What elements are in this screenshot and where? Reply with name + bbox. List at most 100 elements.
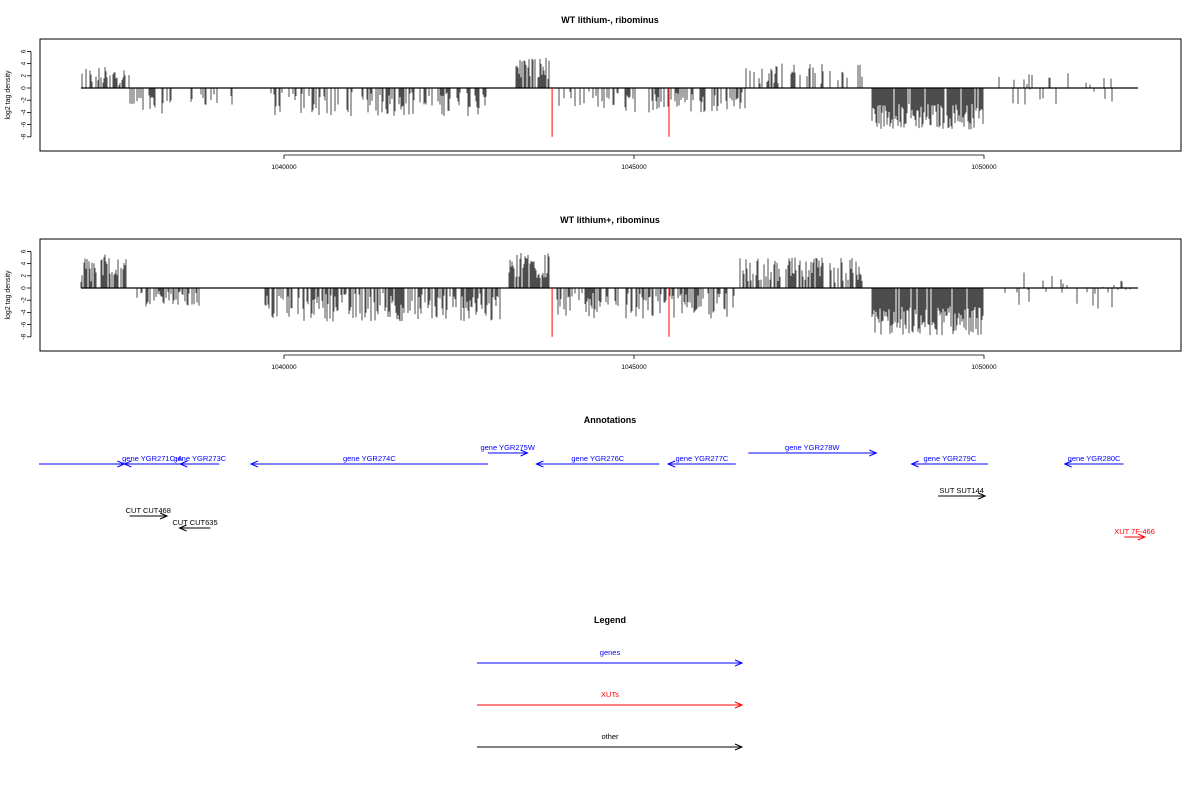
plot-frame bbox=[39, 238, 1182, 352]
legend: Legend genes XUTs other bbox=[477, 615, 744, 751]
legend-label: genes bbox=[600, 648, 621, 657]
density-bars bbox=[80, 253, 1138, 336]
annotation-feature[interactable]: gene YGR275W bbox=[480, 443, 536, 457]
gene-arrow bbox=[666, 460, 736, 468]
arrow-head bbox=[1137, 533, 1147, 541]
feature-label: gene YGR278W bbox=[785, 443, 840, 452]
annotation-feature[interactable]: gene YGR278W bbox=[748, 443, 878, 457]
y-tick-label: -6 bbox=[21, 321, 28, 327]
arrow-head bbox=[734, 659, 744, 667]
y-tick-label: 2 bbox=[21, 274, 28, 278]
arrow-head bbox=[249, 460, 259, 468]
feature-label: CUT CUT635 bbox=[172, 518, 217, 527]
y-tick-label: -2 bbox=[21, 297, 28, 303]
y-tick-label: -2 bbox=[21, 97, 28, 103]
annotations-title: Annotations bbox=[584, 415, 637, 425]
x-axis: 1040000 1045000 1050000 bbox=[271, 154, 997, 171]
arrow-head bbox=[123, 460, 132, 468]
y-tick-label: -4 bbox=[21, 109, 28, 115]
annotation-feature[interactable]: gene YGR279C bbox=[910, 454, 989, 468]
red-markers bbox=[551, 88, 670, 137]
legend-arrow bbox=[477, 659, 744, 667]
arrow-head bbox=[869, 449, 878, 457]
arrow-head bbox=[520, 449, 529, 457]
y-axis: 6 4 2 0 -2 -4 -6 -8 bbox=[21, 49, 32, 140]
feature-label: gene YGR275W bbox=[480, 443, 535, 452]
feature-label: gene YGR271C-A bbox=[122, 454, 182, 463]
annotation-feature[interactable]: gene YGR271C-A bbox=[122, 454, 182, 468]
arrow-head bbox=[535, 460, 544, 468]
y-tick-label: 4 bbox=[21, 261, 28, 265]
panel-title: WT lithium+, ribominus bbox=[560, 215, 660, 225]
annotation-feature[interactable]: gene YGR280C bbox=[1063, 454, 1124, 468]
gene-arrow bbox=[1063, 460, 1124, 468]
plot-frame bbox=[39, 38, 1182, 152]
gene-arrow bbox=[748, 449, 878, 457]
x-tick-label: 1045000 bbox=[621, 164, 647, 171]
annotation-feature[interactable]: SUT SUT144 bbox=[938, 486, 987, 500]
legend-arrow bbox=[477, 701, 744, 709]
y-tick-label: -8 bbox=[21, 134, 28, 140]
arrow-head bbox=[734, 743, 744, 751]
x-tick-label: 1040000 bbox=[271, 364, 297, 371]
track-panel-lithium-minus: WT lithium-, ribominus log2 tag density … bbox=[5, 15, 1182, 171]
feature-label: SUT SUT144 bbox=[939, 486, 983, 495]
panel-title: WT lithium-, ribominus bbox=[561, 15, 659, 25]
feature-label: gene YGR274C bbox=[343, 454, 396, 463]
y-tick-label: 2 bbox=[21, 74, 28, 78]
x-axis: 1040000 1045000 1050000 bbox=[271, 354, 997, 371]
arrow-head bbox=[178, 524, 187, 532]
legend-label: other bbox=[601, 732, 619, 741]
legend-item: XUTs bbox=[477, 690, 744, 709]
arrow-head bbox=[178, 460, 188, 468]
gene-arrow bbox=[39, 460, 126, 468]
gene-arrow bbox=[487, 449, 529, 457]
legend-item: genes bbox=[477, 648, 744, 667]
y-tick-label: 6 bbox=[21, 249, 28, 253]
arrow-head bbox=[977, 492, 987, 500]
y-axis-label: log2 tag density bbox=[5, 70, 12, 120]
x-tick-label: 1050000 bbox=[971, 164, 997, 171]
annotation-feature[interactable]: CUT CUT468 bbox=[126, 506, 171, 520]
y-tick-label: -8 bbox=[21, 334, 28, 340]
annotation-feature[interactable]: gene YGR276C bbox=[535, 454, 660, 468]
legend-item: other bbox=[477, 732, 744, 751]
annotation-feature[interactable]: gene YGR277C bbox=[666, 454, 736, 468]
x-tick-label: 1050000 bbox=[971, 364, 997, 371]
annotation-feature[interactable]: CUT CUT635 bbox=[172, 518, 218, 532]
feature-label: CUT CUT468 bbox=[126, 506, 171, 515]
annotation-feature[interactable]: gene YGR273C bbox=[173, 454, 227, 468]
xut-arrow bbox=[1124, 533, 1147, 541]
gene-arrow bbox=[249, 460, 488, 468]
gene-arrow bbox=[535, 460, 660, 468]
y-axis-label: log2 tag density bbox=[5, 270, 12, 320]
other-arrow bbox=[178, 524, 211, 532]
arrow-head bbox=[159, 512, 169, 520]
legend-label: XUTs bbox=[601, 690, 619, 699]
y-tick-label: -4 bbox=[21, 309, 28, 315]
other-arrow bbox=[129, 512, 169, 520]
red-markers bbox=[551, 288, 670, 337]
y-tick-label: 0 bbox=[21, 86, 28, 90]
legend-title: Legend bbox=[594, 615, 626, 625]
feature-label: gene YGR279C bbox=[923, 454, 976, 463]
track-panel-lithium-plus: WT lithium+, ribominus log2 tag density … bbox=[5, 215, 1182, 371]
y-tick-label: 4 bbox=[21, 61, 28, 65]
annotation-feature[interactable]: gene YGR274C bbox=[249, 454, 488, 468]
x-tick-label: 1040000 bbox=[271, 164, 297, 171]
arrow-head bbox=[910, 460, 919, 468]
annotation-feature[interactable]: XUT 7F-466 bbox=[1114, 527, 1155, 541]
feature-label: gene YGR277C bbox=[676, 454, 729, 463]
feature-label: gene YGR276C bbox=[571, 454, 624, 463]
x-tick-label: 1045000 bbox=[621, 364, 647, 371]
y-tick-label: 0 bbox=[21, 286, 28, 290]
y-tick-label: 6 bbox=[21, 49, 28, 53]
feature-label: gene YGR273C bbox=[173, 454, 226, 463]
feature-label: XUT 7F-466 bbox=[1114, 527, 1155, 536]
annotation-feature[interactable] bbox=[39, 460, 126, 468]
other-arrow bbox=[938, 492, 987, 500]
legend-items: genes XUTs other bbox=[477, 648, 744, 751]
